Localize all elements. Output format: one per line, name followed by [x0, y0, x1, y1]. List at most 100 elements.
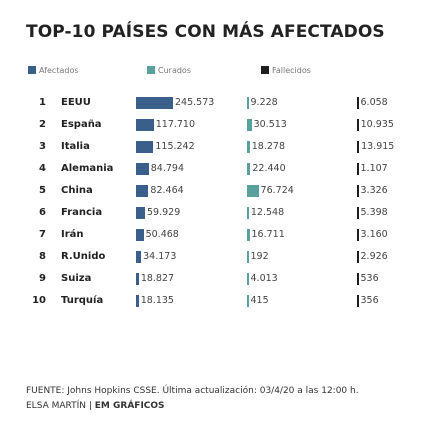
value-label-curados: 18.278	[251, 141, 285, 152]
bar-fallecidos	[357, 273, 359, 285]
value-label-curados: 76.724	[260, 185, 294, 196]
value-label-afectados: 84.794	[150, 163, 185, 174]
table-row: 5 China 82.464 76.724 3.326	[0, 180, 447, 202]
country-name: Alemania	[61, 163, 114, 174]
legend-label: Fallecidos	[272, 65, 311, 75]
bar-afectados	[136, 119, 154, 131]
value-label-fallecidos: 536	[360, 273, 379, 284]
bar-curados	[247, 141, 250, 153]
value-label-fallecidos: 13.915	[361, 141, 395, 152]
rank-number: 5	[39, 185, 46, 196]
value-label-afectados: 18.827	[140, 273, 175, 284]
rank-number: 4	[39, 163, 46, 174]
author-name: ELSA MARTÍN	[26, 401, 87, 411]
rank-number: 2	[39, 119, 46, 130]
country-name: R.Unido	[61, 251, 106, 262]
table-row: 1 EEUU 245.573 9.228 6.058	[0, 92, 447, 114]
country-name: Italia	[61, 141, 90, 152]
value-label-curados: 4.013	[250, 273, 278, 284]
table-row: 6 Francia 59.929 12.548 5.398	[0, 202, 447, 224]
credit-line: ELSA MARTÍN | EM GRÁFICOS	[26, 401, 165, 411]
legend-label: Curados	[158, 65, 191, 75]
source-note: FUENTE: Johns Hopkins CSSE. Última actua…	[26, 386, 359, 396]
bar-curados	[247, 207, 249, 219]
country-name: Suiza	[61, 273, 92, 284]
rank-number: 3	[39, 141, 46, 152]
rank-number: 10	[32, 295, 46, 306]
legend-item-fallecidos: Fallecidos	[261, 63, 311, 77]
table-row: 9 Suiza 18.827 4.013 536	[0, 268, 447, 290]
rank-number: 6	[39, 207, 46, 218]
bar-curados	[247, 229, 250, 241]
bar-afectados	[136, 251, 142, 263]
table-row: 10 Turquía 18.135 415 356	[0, 290, 447, 312]
value-label-afectados: 59.929	[147, 207, 181, 218]
legend-label: Afectados	[39, 65, 79, 75]
value-label-afectados: 50.468	[145, 229, 179, 240]
bar-fallecidos	[357, 251, 359, 263]
country-name: Francia	[61, 207, 103, 218]
value-label-fallecidos: 2.926	[360, 251, 388, 262]
bar-afectados	[136, 295, 139, 307]
legend-swatch	[28, 66, 36, 74]
value-label-afectados: 115.242	[155, 141, 195, 152]
bar-fallecidos	[357, 295, 359, 307]
value-label-curados: 9.228	[250, 97, 278, 108]
value-label-fallecidos: 10.935	[360, 119, 394, 130]
legend-swatch	[261, 66, 269, 74]
rank-number: 7	[39, 229, 46, 240]
legend-swatch	[147, 66, 155, 74]
country-name: China	[61, 185, 93, 196]
bar-afectados	[136, 185, 149, 197]
bar-fallecidos	[357, 141, 360, 153]
value-label-afectados: 18.135	[140, 295, 174, 306]
value-label-fallecidos: 5.398	[360, 207, 388, 218]
country-name: EEUU	[61, 97, 91, 108]
bar-fallecidos	[357, 185, 359, 197]
value-label-afectados: 34.173	[143, 251, 177, 262]
country-name: Irán	[61, 229, 84, 240]
value-label-fallecidos: 6.058	[360, 97, 388, 108]
value-label-fallecidos: 3.326	[360, 185, 388, 196]
value-label-curados: 415	[250, 295, 269, 306]
bar-fallecidos	[357, 163, 359, 175]
value-label-fallecidos: 1.107	[360, 163, 388, 174]
bar-curados	[247, 295, 249, 307]
bar-fallecidos	[357, 229, 359, 241]
country-name: Turquía	[61, 295, 104, 306]
bar-afectados	[136, 163, 149, 175]
value-label-curados: 192	[250, 251, 269, 262]
table-row: 4 Alemania 84.794 22.440 1.107	[0, 158, 447, 180]
bar-curados	[247, 273, 249, 285]
brand-name: EM GRÁFICOS	[94, 401, 165, 411]
bar-afectados	[136, 207, 146, 219]
bar-curados	[247, 163, 251, 175]
table-row: 8 R.Unido 34.173 192 2.926	[0, 246, 447, 268]
chart-title: TOP-10 PAÍSES CON MÁS AFECTADOS	[26, 22, 385, 42]
credit-separator: |	[86, 401, 95, 411]
table-row: 2 España 117.710 30.513 10.935	[0, 114, 447, 136]
legend-item-curados: Curados	[147, 63, 191, 77]
rank-number: 8	[39, 251, 46, 262]
bar-fallecidos	[357, 119, 359, 131]
rank-number: 9	[39, 273, 46, 284]
value-label-afectados: 245.573	[175, 97, 215, 108]
bar-afectados	[136, 273, 139, 285]
table-row: 3 Italia 115.242 18.278 13.915	[0, 136, 447, 158]
bar-fallecidos	[357, 97, 359, 109]
rank-number: 1	[39, 97, 46, 108]
value-label-afectados: 82.464	[150, 185, 184, 196]
bar-afectados	[136, 141, 154, 153]
bar-curados	[247, 185, 259, 197]
country-name: España	[61, 119, 102, 130]
value-label-curados: 12.548	[250, 207, 285, 218]
value-label-afectados: 117.710	[155, 119, 196, 130]
bar-afectados	[136, 229, 144, 241]
value-label-curados: 16.711	[251, 229, 285, 240]
value-label-curados: 30.513	[253, 119, 287, 130]
table-row: 7 Irán 50.468 16.711 3.160	[0, 224, 447, 246]
bar-curados	[247, 119, 252, 131]
bar-fallecidos	[357, 207, 359, 219]
value-label-fallecidos: 356	[360, 295, 379, 306]
value-label-curados: 22.440	[252, 163, 286, 174]
